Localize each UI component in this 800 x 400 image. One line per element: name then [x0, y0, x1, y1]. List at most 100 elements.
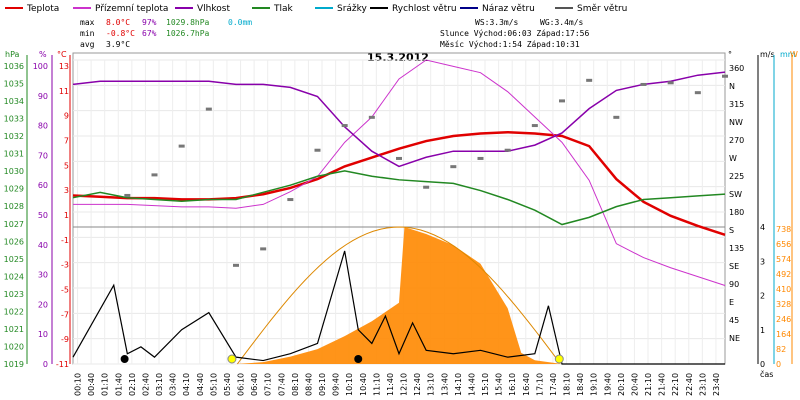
wind-speed-tick-label: 2: [760, 292, 765, 301]
x-tick-label: 18:40: [576, 373, 585, 396]
temp-tick-label: 9: [64, 112, 69, 121]
sun-arc: [236, 226, 557, 365]
x-tick-label: 07:40: [277, 373, 286, 396]
stat-max-press: 1029.8hPa: [166, 18, 210, 27]
legend-item: Směr větru: [577, 4, 627, 14]
pressure-tick-label: 1026: [4, 237, 24, 246]
wind-dir-tick-label: S: [729, 226, 734, 235]
x-tick-label: 11:40: [386, 373, 395, 396]
x-tick-label: 07:10: [264, 373, 273, 396]
wind-speed-tick-label: 4: [760, 223, 765, 232]
wind-dir-mark: [640, 82, 647, 86]
axis-ticks: 1036103510341033103210311030102910281027…: [4, 0, 793, 369]
x-tick-label: 17:40: [549, 373, 558, 396]
temp-tick-label: 13: [59, 62, 69, 71]
solar-unit: W: [790, 50, 798, 59]
x-tick-label: 05:40: [223, 373, 232, 396]
humidity-tick-label: 100: [33, 62, 48, 71]
humidity-tick-label: 90: [38, 92, 48, 101]
x-tick-label: 05:10: [209, 373, 218, 396]
humidity-tick-label: 40: [38, 241, 48, 250]
wind-dir-mark: [423, 185, 430, 189]
pressure-tick-label: 1019: [4, 360, 24, 369]
series-line-p-zemn-teplota: [73, 59, 726, 286]
x-tick-label: 14:40: [467, 373, 476, 396]
x-tick-label: 10:10: [345, 373, 354, 396]
solar-tick-label: 0: [776, 360, 781, 369]
solar-tick-label: 164: [776, 330, 791, 339]
wind-dir-tick-label: NW: [729, 118, 743, 127]
wind-dir-mark: [124, 193, 131, 197]
humidity-tick-label: 30: [38, 271, 48, 280]
wind-dir-mark: [531, 124, 538, 128]
humidity-tick-label: 70: [38, 151, 48, 160]
wind-unit: m/s: [760, 50, 775, 59]
wind-dir-mark: [151, 173, 158, 177]
pressure-tick-label: 1034: [4, 97, 24, 106]
wind-dir-mark: [559, 99, 565, 103]
sun-marker: [227, 354, 237, 364]
pressure-tick-label: 1020: [4, 342, 24, 351]
legend-item: Vlhkost: [197, 4, 230, 14]
temp-tick-label: -11: [56, 360, 69, 369]
solar-tick-label: 328: [776, 300, 791, 309]
series-line-vlhkost: [72, 71, 726, 168]
solar-tick-label: 656: [776, 240, 791, 249]
x-tick-label: 12:40: [413, 373, 422, 396]
solar-tick-label: 82: [776, 345, 786, 354]
solar-area: [236, 226, 562, 365]
wind-dir-tick-label: 225: [729, 172, 744, 181]
x-tick-label: 04:10: [182, 373, 191, 396]
x-tick-label: 22:10: [671, 373, 680, 396]
wind-dir-mark: [586, 78, 593, 82]
x-tick-label: 06:10: [237, 373, 246, 396]
pressure-tick-label: 1029: [4, 185, 24, 194]
x-tick-label: 06:40: [250, 373, 259, 396]
x-tick-label: 03:40: [169, 373, 178, 396]
stat-avg-label: avg: [80, 40, 95, 49]
pressure-tick-label: 1021: [4, 325, 24, 334]
wind-dir-tick-label: 315: [729, 100, 744, 109]
x-tick-label: 14:10: [454, 373, 463, 396]
stat-max-rain: 0.0mm: [228, 18, 252, 27]
wind-dir-tick-label: 135: [729, 244, 744, 253]
x-tick-label: 08:10: [291, 373, 300, 396]
humidity-tick-label: 20: [38, 300, 48, 309]
series-lines: [72, 59, 726, 365]
temp-tick-label: 1: [64, 211, 69, 220]
x-tick-label: 18:10: [563, 373, 572, 396]
series-line-rychlost-v-tru: [72, 250, 725, 365]
wind-dir-mark: [314, 148, 321, 152]
wind-dir-mark: [260, 247, 267, 251]
temp-tick-label: -5: [61, 286, 69, 295]
x-tick-label: 16:10: [508, 373, 517, 396]
temp-tick-label: -9: [61, 335, 69, 344]
temp-tick-label: 3: [64, 186, 69, 195]
pressure-tick-label: 1035: [4, 80, 24, 89]
wind-dir-tick-label: W: [729, 154, 737, 163]
solar-tick-label: 574: [776, 255, 791, 264]
stat-ws: WS:3.3m/s: [475, 18, 519, 27]
humidity-unit: %: [39, 50, 47, 59]
x-tick-label: 17:10: [535, 373, 544, 396]
x-tick-label: 16:40: [522, 373, 531, 396]
legend-item: Srážky: [337, 4, 368, 14]
x-tick-label: 19:40: [603, 373, 612, 396]
temp-tick-label: 5: [64, 161, 69, 170]
wind-dir-mark: [694, 91, 701, 95]
temp-tick-label: -3: [61, 261, 69, 270]
wind-dir-tick-label: 45: [729, 316, 739, 325]
solar-tick-label: 492: [776, 270, 791, 279]
pressure-tick-label: 1032: [4, 132, 24, 141]
x-tick-label: 19:10: [590, 373, 599, 396]
pressure-tick-label: 1031: [4, 150, 24, 159]
temp-tick-label: -1: [61, 236, 69, 245]
x-tick-label: 21:40: [658, 373, 667, 396]
wind-dir-tick-label: 180: [729, 208, 744, 217]
pressure-tick-label: 1028: [4, 202, 24, 211]
x-tick-label: 10:40: [359, 373, 368, 396]
legend-item: Tlak: [273, 4, 294, 14]
x-tick-label: 00:10: [74, 373, 83, 396]
wind-speed-tick-label: 1: [760, 326, 765, 335]
